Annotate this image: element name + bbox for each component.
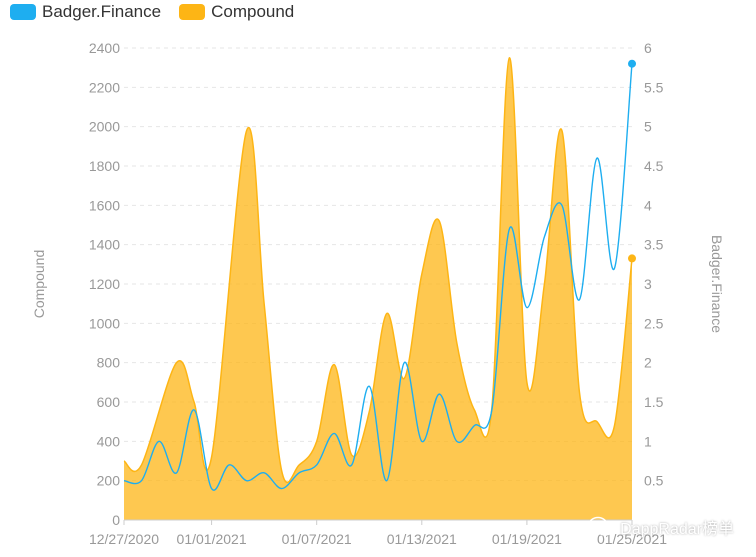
wechat-icon [588, 516, 614, 536]
watermark-text: DappRadar榜单 [620, 521, 734, 538]
y-left-tick-label: 200 [97, 473, 121, 489]
legend-swatch-compound [179, 4, 206, 20]
y-left-tick-label: 2400 [89, 40, 120, 56]
x-tick-label: 01/19/2021 [492, 531, 562, 547]
y-left-tick-label: 2000 [89, 119, 120, 135]
x-tick-label: 12/27/2020 [89, 531, 159, 547]
series-compound-area [124, 57, 632, 520]
y-right-tick-label: 3.5 [644, 237, 664, 253]
y-left-tick-label: 1800 [89, 158, 120, 174]
legend-item-badger[interactable]: Badger.Finance [10, 2, 161, 22]
x-tick-label: 01/07/2021 [282, 531, 352, 547]
series-compound-line [123, 57, 633, 483]
x-tick-label: 01/01/2021 [177, 531, 247, 547]
x-tick-label: 01/25/2021 [597, 531, 667, 547]
y-right-tick-label: 4.5 [644, 158, 664, 174]
series-compound-endpoint [628, 254, 636, 263]
watermark: DappRadar榜单 [588, 515, 734, 539]
legend-label-compound: Compound [211, 2, 295, 21]
y-right-tick-label: 6 [644, 40, 652, 56]
chart-legend: Badger.Finance Compound [10, 2, 294, 22]
y-right-tick-label: 2 [644, 355, 652, 371]
y-left-tick-label: 400 [97, 433, 121, 449]
y-right-tick-label: 2.5 [644, 315, 664, 331]
legend-swatch-badger [10, 4, 36, 20]
y-right-tick-label: 4 [644, 197, 652, 213]
y-left-tick-label: 0 [112, 512, 120, 528]
y-right-axis-label: Badger.Finance [709, 235, 725, 333]
y-left-tick-label: 2200 [89, 79, 120, 95]
y-right-tick-label: 0.5 [644, 473, 664, 489]
y-left-tick-label: 1000 [89, 315, 120, 331]
y-left-tick-label: 1200 [89, 276, 120, 292]
y-right-tick-label: 5 [644, 119, 652, 135]
y-right-tick-label: 3 [644, 276, 652, 292]
series-badger-line [123, 63, 633, 491]
y-right-tick-label: 5.5 [644, 79, 664, 95]
y-left-tick-label: 800 [97, 355, 121, 371]
series-badger-endpoint [628, 59, 636, 68]
x-tick-label: 01/13/2021 [387, 531, 457, 547]
legend-label-badger: Badger.Finance [42, 2, 162, 21]
y-right-tick-label: 1 [644, 433, 652, 449]
y-left-tick-label: 1400 [89, 237, 120, 253]
y-right-tick-label: 1.5 [644, 394, 664, 410]
legend-item-compound[interactable]: Compound [179, 2, 294, 22]
y-left-axis-label: Compound [31, 250, 47, 319]
y-left-tick-label: 1600 [89, 197, 120, 213]
y-left-tick-label: 600 [97, 394, 121, 410]
